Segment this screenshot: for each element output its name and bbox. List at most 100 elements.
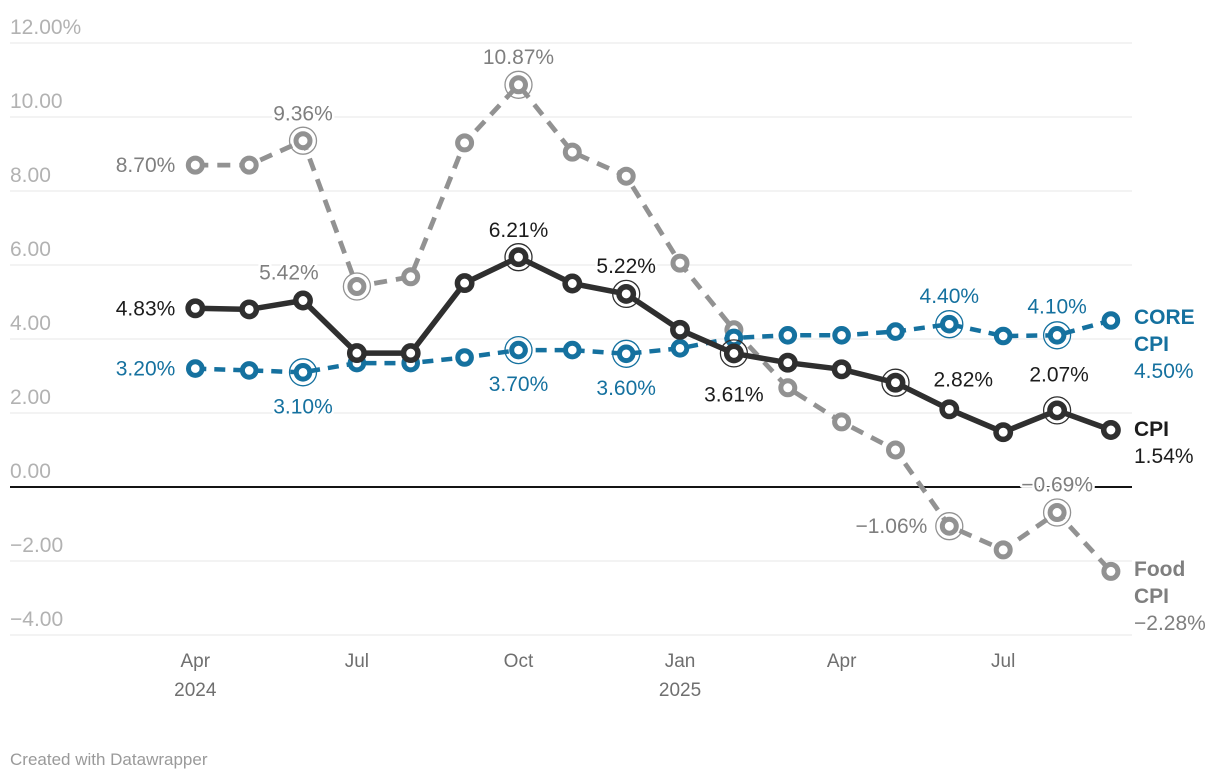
annotations-cpi: 4.83% 6.21% 5.22% 3.61% 2.82% 2.07% — [113, 217, 1091, 425]
x-tick-label: Jul — [991, 651, 1015, 672]
series-end-label-food: Food CPI −2.28% — [1134, 558, 1206, 635]
data-point-cpi — [239, 299, 260, 320]
series-line-food — [195, 82, 1113, 574]
value-label: 3.61% — [704, 383, 764, 406]
y-tick-label: 0.00 — [10, 460, 51, 483]
point-highlight-ring — [612, 339, 641, 368]
value-label: 10.87% — [483, 46, 554, 69]
data-point-cpi — [1047, 400, 1068, 421]
data-point-cpi — [293, 290, 313, 311]
x-tick-year-label: 2024 — [174, 680, 217, 701]
data-point-cpi — [670, 319, 690, 340]
point-highlight-ring — [719, 339, 749, 368]
series-core — [186, 311, 1121, 382]
data-point-core — [563, 340, 582, 360]
data-point-core — [186, 359, 205, 378]
series-end-label-cpi: CPI 1.54% — [1134, 418, 1194, 468]
value-label: 3.20% — [116, 358, 176, 381]
value-label: 4.10% — [1027, 295, 1087, 318]
data-point-cpi — [400, 343, 421, 364]
data-point-core — [832, 326, 851, 345]
point-highlight-ring — [504, 243, 533, 272]
data-point-core — [616, 344, 636, 364]
value-label: 5.22% — [596, 255, 656, 278]
data-point-cpi — [723, 343, 744, 364]
point-highlight-ring — [504, 335, 533, 365]
data-point-food — [670, 253, 690, 273]
x-tick-label: Apr — [827, 651, 857, 672]
x-tick-year-label: 2025 — [659, 680, 701, 701]
data-point-food — [509, 75, 528, 95]
data-point-core — [724, 328, 744, 348]
series-end-value: −2.28% — [1134, 612, 1206, 635]
x-tick-label: Jul — [345, 651, 369, 672]
y-tick-label: 6.00 — [10, 238, 51, 261]
data-point-food — [939, 516, 959, 536]
annotations-core: 3.20% 3.10% 3.70% 3.60% 4.40% 4.10% — [113, 283, 1089, 421]
data-point-cpi — [508, 247, 529, 268]
series-end-value: 1.54% — [1134, 445, 1194, 468]
data-point-food — [293, 131, 313, 151]
data-point-core — [239, 361, 259, 380]
point-highlight-ring — [881, 368, 910, 397]
data-point-core — [1101, 311, 1121, 330]
data-point-food — [455, 133, 475, 153]
series-name-label: CORE — [1134, 306, 1195, 329]
data-point-food — [239, 155, 259, 175]
y-tick-label: 8.00 — [10, 164, 51, 187]
series-food — [185, 75, 1121, 581]
y-tick-label: 2.00 — [10, 386, 51, 409]
data-point-food — [1101, 561, 1121, 581]
data-point-cpi — [939, 399, 960, 420]
data-point-core — [940, 314, 959, 334]
value-label: 2.07% — [1029, 363, 1089, 386]
y-tick-label: −4.00 — [10, 608, 63, 631]
data-point-food — [562, 142, 582, 162]
data-point-cpi — [777, 352, 798, 373]
data-point-cpi — [562, 273, 583, 294]
data-point-cpi — [993, 422, 1014, 443]
value-label: 2.82% — [934, 369, 994, 392]
series-name-label: CPI — [1134, 585, 1169, 608]
data-point-cpi — [616, 283, 637, 304]
data-point-cpi — [885, 372, 906, 393]
value-label: 3.60% — [596, 377, 656, 400]
value-label: 3.10% — [273, 395, 333, 418]
value-label: 3.70% — [489, 373, 549, 396]
point-highlight-ring — [1042, 321, 1072, 350]
y-tick-label: 4.00 — [10, 312, 51, 335]
data-point-core — [670, 339, 690, 358]
point-highlight-ring — [1042, 498, 1072, 527]
x-tick-label: Oct — [504, 651, 534, 672]
point-highlight-ring — [342, 272, 372, 301]
series-cpi — [185, 247, 1121, 443]
series-end-label-core: CORE CPI 4.50% — [1134, 306, 1195, 383]
value-label: 5.42% — [259, 262, 319, 285]
series-end-value: 4.50% — [1134, 360, 1194, 383]
data-point-core — [778, 326, 798, 345]
y-tick-label: 12.00% — [10, 16, 81, 39]
data-point-food — [832, 412, 852, 432]
value-label: 6.21% — [489, 219, 549, 242]
data-point-core — [509, 340, 528, 360]
point-highlight-ring — [288, 358, 318, 387]
series-name-label: CPI — [1134, 418, 1169, 441]
x-tick-label: Apr — [181, 651, 211, 672]
data-point-cpi — [831, 359, 852, 380]
point-highlight-ring — [288, 126, 318, 155]
annotations-food: 8.70% 9.36% 5.42% 10.87% −1.06% −0.69% — [113, 43, 1095, 540]
datawrapper-credit: Created with Datawrapper — [10, 750, 208, 769]
y-tick-label: 10.00 — [10, 90, 63, 113]
data-point-food — [616, 166, 636, 186]
data-point-cpi — [185, 298, 206, 319]
value-label: 4.40% — [920, 285, 980, 308]
data-point-food — [993, 540, 1013, 560]
data-point-core — [455, 348, 474, 367]
x-tick-label: Jan — [665, 651, 696, 672]
data-point-cpi — [1100, 420, 1121, 440]
point-highlight-ring — [504, 70, 533, 99]
data-point-cpi — [454, 273, 475, 294]
data-point-food — [1047, 503, 1067, 522]
